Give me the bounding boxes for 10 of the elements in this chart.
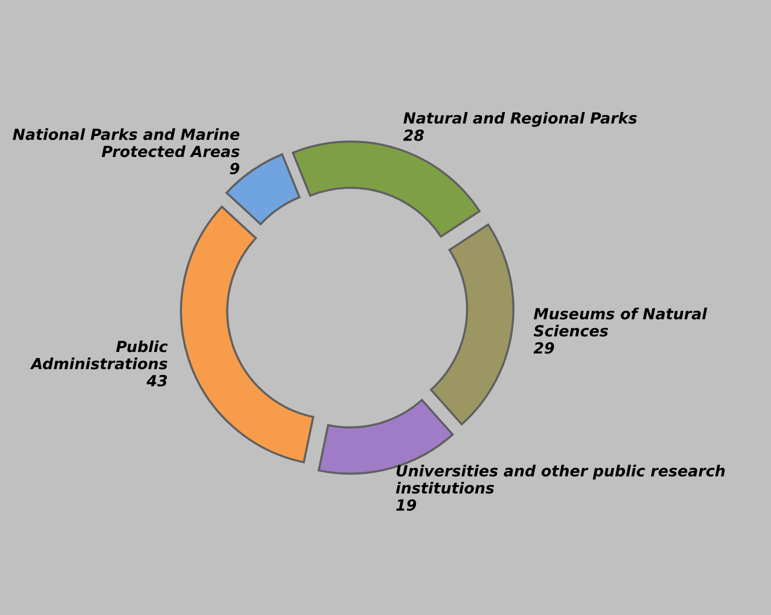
slice-label: Universities and other public research institutions bbox=[396, 464, 725, 494]
data-label: 9 bbox=[230, 162, 240, 174]
slice-label: Natural and Regional Parks bbox=[403, 112, 637, 127]
data-label: 28 bbox=[403, 129, 424, 142]
data-label: 29 bbox=[534, 342, 554, 354]
slice-label: National Parks and Marine Protected Areas bbox=[12, 128, 240, 158]
data-label: 43 bbox=[146, 374, 167, 386]
slice-label: Public Administrations bbox=[30, 340, 168, 370]
data-label: 19 bbox=[396, 499, 416, 511]
slice-label: Museums of Natural Sciences bbox=[534, 308, 708, 337]
